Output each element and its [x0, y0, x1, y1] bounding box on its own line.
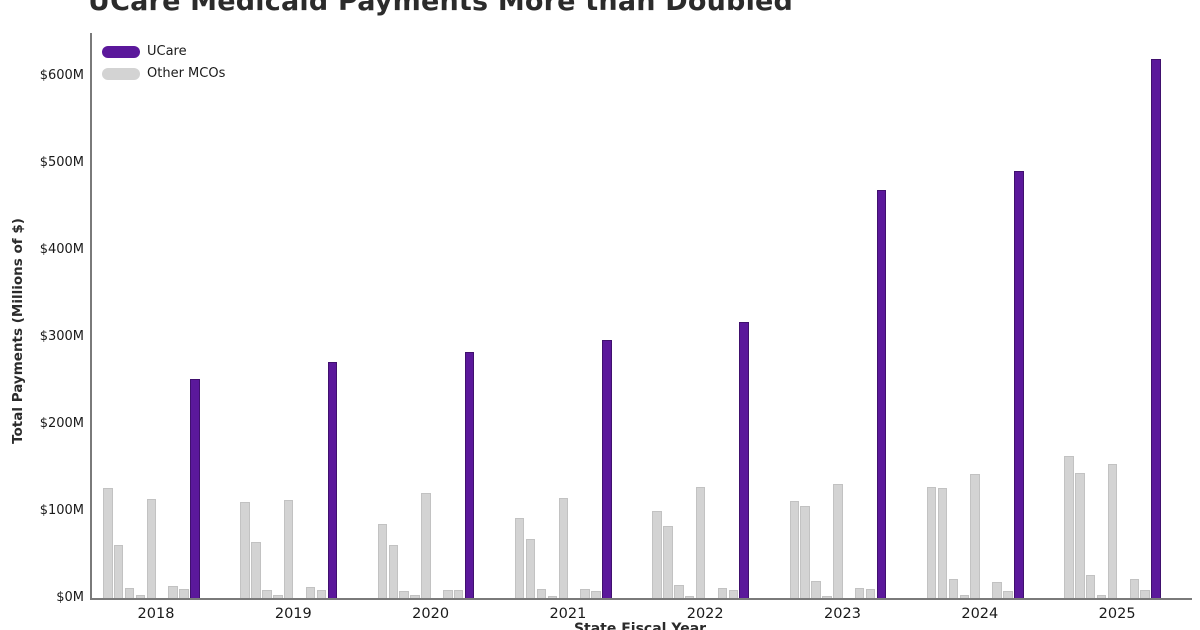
bar-other-mco-2024-4 [959, 595, 970, 598]
x-tick-2024: 2024 [961, 606, 999, 622]
bar-other-mco-2024-5 [970, 473, 980, 598]
bar-other-mco-2019-5 [283, 499, 294, 598]
ucare-swatch-icon [102, 45, 140, 58]
bar-other-mco-2018-8 [179, 589, 189, 598]
bar-other-mco-2025-4 [1096, 594, 1107, 598]
bar-other-mco-2024-1 [926, 486, 937, 598]
bar-other-mco-2022-3 [674, 584, 684, 598]
bar-other-mco-2019-7 [305, 586, 316, 598]
x-tick-2020: 2020 [412, 606, 450, 622]
bar-other-mco-2022-7 [717, 588, 728, 598]
bar-other-mco-2018-4 [135, 595, 146, 598]
bar-other-mco-2025-7 [1129, 578, 1140, 598]
x-tick-2023: 2023 [824, 606, 861, 622]
bar-ucare-2021 [602, 339, 612, 598]
bar-other-mco-2020-1 [377, 524, 388, 598]
bar-other-mco-2019-1 [240, 502, 250, 598]
bar-other-mco-2025-1 [1064, 456, 1074, 598]
bar-other-mco-2021-3 [536, 589, 547, 598]
legend-item-ucare: UCare [102, 44, 225, 59]
bar-other-mco-2020-7 [443, 590, 453, 598]
bar-ucare-2019 [327, 361, 338, 598]
bar-ucare-2025 [1151, 59, 1161, 598]
y-tick-200: $200M [39, 416, 84, 432]
bar-other-mco-2021-8 [591, 591, 601, 598]
x-tick-2022: 2022 [686, 606, 724, 622]
bar-other-mco-2024-3 [948, 578, 959, 598]
bar-other-mco-2025-3 [1085, 575, 1096, 598]
bar-other-mco-2023-7 [854, 587, 865, 598]
bar-other-mco-2020-3 [399, 591, 409, 598]
bar-other-mco-2022-4 [684, 596, 695, 598]
bar-other-mco-2018-3 [124, 588, 135, 598]
y-tick-400: $400M [39, 242, 84, 258]
bar-other-mco-2020-8 [453, 590, 464, 598]
bar-other-mco-2018-1 [103, 487, 113, 598]
bar-other-mco-2018-5 [146, 498, 157, 598]
bar-other-mco-2023-4 [822, 596, 832, 598]
bar-other-mco-2021-7 [580, 589, 590, 598]
bar-other-mco-2025-5 [1107, 464, 1118, 598]
bar-other-mco-2023-1 [789, 500, 800, 598]
y-tick-600: $600M [39, 68, 84, 84]
y-tick-300: $300M [39, 329, 84, 345]
plot-area: UCare Other MCOs [90, 33, 1192, 600]
bar-ucare-2022 [739, 322, 749, 598]
bar-other-mco-2023-5 [833, 484, 843, 598]
bar-other-mco-2025-8 [1140, 590, 1150, 598]
bar-other-mco-2019-8 [316, 590, 327, 598]
bar-other-mco-2022-8 [728, 590, 739, 598]
bar-other-mco-2021-4 [547, 596, 558, 598]
bar-other-mco-2022-2 [663, 525, 673, 598]
bar-other-mco-2020-5 [421, 492, 431, 598]
bar-other-mco-2019-2 [251, 541, 261, 598]
bar-other-mco-2024-7 [992, 581, 1002, 598]
x-tick-2021: 2021 [549, 606, 587, 622]
bar-other-mco-2019-4 [273, 595, 283, 598]
bar-other-mco-2024-8 [1003, 591, 1013, 598]
bar-other-mco-2021-2 [525, 538, 536, 598]
bar-other-mco-2020-4 [410, 595, 420, 598]
bar-other-mco-2018-7 [168, 585, 178, 598]
bar-other-mco-2018-2 [113, 544, 124, 598]
legend: UCare Other MCOs [102, 44, 225, 88]
bar-other-mco-2023-8 [865, 589, 876, 598]
bar-other-mco-2025-2 [1075, 472, 1085, 598]
bar-other-mco-2023-2 [800, 505, 810, 598]
y-tick-500: $500M [39, 155, 84, 171]
bar-other-mco-2020-2 [388, 544, 399, 598]
chart-title: UCare Medicaid Payments More than Double… [88, 0, 794, 17]
legend-label-ucare: UCare [147, 44, 187, 59]
bar-ucare-2020 [464, 352, 475, 598]
x-tick-2019: 2019 [274, 606, 312, 622]
bar-other-mco-2021-5 [558, 498, 569, 598]
legend-label-other-mcos: Other MCOs [147, 66, 226, 81]
bar-other-mco-2019-3 [262, 590, 272, 598]
bar-other-mco-2022-5 [695, 486, 706, 598]
legend-item-other-mcos: Other MCOs [102, 66, 225, 81]
y-tick-0: $0M [56, 590, 84, 605]
bar-other-mco-2021-1 [514, 518, 525, 598]
x-axis-label: State Fiscal Year [573, 621, 707, 630]
bar-other-mco-2023-3 [811, 580, 821, 598]
bar-other-mco-2022-1 [652, 511, 662, 598]
x-tick-2018: 2018 [137, 606, 175, 622]
bar-other-mco-2024-2 [937, 488, 948, 598]
bar-ucare-2018 [190, 378, 200, 598]
bar-ucare-2023 [876, 190, 887, 598]
bar-ucare-2024 [1014, 171, 1024, 598]
x-tick-2025: 2025 [1098, 606, 1136, 622]
other-mcos-swatch-icon [102, 67, 140, 80]
bars-container [92, 33, 1192, 598]
y-tick-100: $100M [39, 503, 84, 519]
